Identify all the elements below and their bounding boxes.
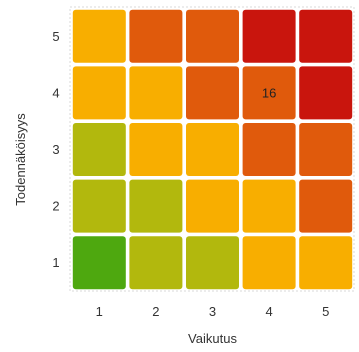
y-tick-label: 2: [52, 199, 59, 214]
cell-4-1: [242, 236, 296, 290]
cell-5-1: [299, 236, 353, 290]
x-tick-label: 3: [209, 304, 216, 319]
y-tick-label: 1: [52, 255, 59, 270]
x-tick-label: 4: [265, 304, 272, 319]
cell-1-5: [72, 9, 126, 63]
cell-value-label: 16: [262, 85, 276, 100]
cell-3-2: [186, 179, 239, 233]
cell-5-5: [299, 9, 353, 63]
cell-labels: 16: [262, 85, 276, 100]
y-tick-label: 3: [52, 142, 59, 157]
cell-4-2: [242, 179, 296, 233]
cell-3-5: [186, 9, 239, 63]
cell-5-4: [299, 66, 353, 120]
y-tick-label: 5: [52, 29, 59, 44]
cell-3-1: [186, 236, 239, 290]
cell-2-4: [129, 66, 183, 120]
cell-2-1: [129, 236, 183, 290]
y-tick-label: 4: [52, 85, 59, 100]
cell-1-1: [72, 236, 126, 290]
cell-5-3: [299, 123, 353, 176]
cell-1-3: [72, 123, 126, 176]
cell-3-4: [186, 66, 239, 120]
x-tick-label: 5: [322, 304, 329, 319]
cell-5-2: [299, 179, 353, 233]
y-tick-labels: 1 2 3 4 5: [52, 29, 59, 270]
y-axis-label: Todennäköisyys: [13, 113, 28, 206]
cell-2-5: [129, 9, 183, 63]
x-tick-label: 2: [152, 304, 159, 319]
cell-2-3: [129, 123, 183, 176]
cell-4-3: [242, 123, 296, 176]
cell-4-5: [242, 9, 296, 63]
cell-2-2: [129, 179, 183, 233]
x-tick-label: 1: [96, 304, 103, 319]
matrix-frame: [69, 6, 355, 292]
cell-1-2: [72, 179, 126, 233]
cell-4-4: [242, 66, 296, 120]
cell-3-3: [186, 123, 239, 176]
cell-1-4: [72, 66, 126, 120]
x-tick-labels: 1 2 3 4 5: [96, 304, 330, 319]
matrix-cells: [72, 9, 353, 290]
x-axis-label: Vaikutus: [188, 331, 237, 346]
